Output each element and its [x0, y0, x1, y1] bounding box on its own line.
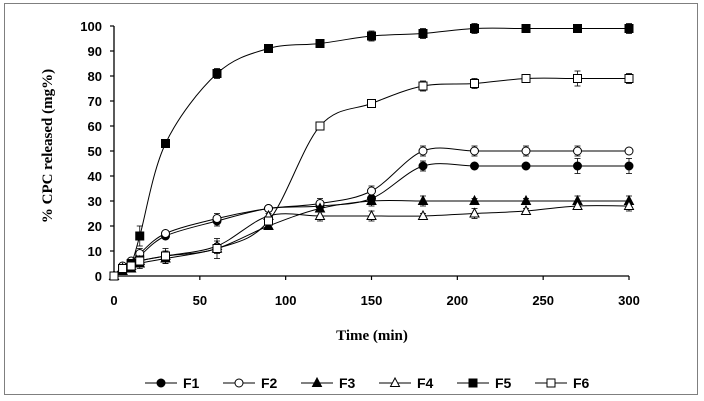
data-point-f3 [469, 194, 480, 205]
data-point-f2 [573, 146, 582, 156]
data-point-f2 [470, 146, 479, 156]
x-tick-label: 100 [275, 293, 297, 308]
data-point-f1 [521, 161, 531, 171]
y-tick-label: 100 [80, 19, 102, 34]
y-tick-label: 50 [88, 144, 102, 159]
legend-item-f2: F2 [223, 375, 278, 391]
data-point-f6 [573, 74, 582, 83]
data-point-f4 [623, 199, 635, 210]
series-f6 [109, 70, 634, 281]
y-axis-label: % CPC released (mg%) [40, 69, 56, 223]
data-point-f4 [366, 209, 377, 220]
legend-marker [389, 376, 401, 387]
legend-label: F3 [339, 375, 356, 391]
data-point-f6 [624, 74, 634, 83]
data-point-f5 [161, 139, 170, 148]
x-tick-label: 150 [361, 293, 383, 308]
data-point-f4 [314, 209, 326, 220]
data-point-f6 [470, 79, 479, 88]
data-point-f4 [469, 207, 480, 218]
data-point-f6 [367, 99, 376, 108]
series-f4 [108, 199, 635, 280]
y-tick-label: 30 [88, 194, 102, 209]
data-point-f5 [573, 24, 582, 33]
data-point-f6 [315, 121, 325, 131]
x-axis-label: Time (min) [336, 328, 408, 344]
legend: F1 F2 F3 F4 F5 F6 [145, 375, 590, 391]
data-point-f1 [573, 161, 582, 171]
data-point-f1 [418, 161, 428, 171]
data-point-f3 [520, 194, 532, 205]
data-point-f5 [264, 44, 273, 53]
legend-label: F4 [417, 375, 434, 391]
legend-marker [546, 378, 556, 388]
data-point-f4 [417, 209, 429, 220]
data-point-f3 [366, 194, 377, 205]
data-point-f2 [367, 186, 376, 196]
axes: 0 10 20 30 40 50 60 70 80 90 100 0 50 100 150 200 250 300 [80, 19, 640, 308]
data-point-f4 [572, 199, 583, 210]
series-f3 [108, 194, 635, 280]
x-tick-label: 250 [532, 293, 554, 308]
data-point-f2 [418, 146, 428, 156]
series-line-f5 [113, 27, 629, 277]
data-point-f5 [315, 39, 325, 48]
data-point-f2 [212, 214, 222, 223]
y-tick-label: 0 [95, 269, 102, 284]
y-tick-label: 80 [88, 69, 102, 84]
data-point-f2 [161, 229, 170, 238]
data-point-f2 [624, 146, 634, 156]
data-point-f5 [624, 24, 634, 33]
y-tick-label: 90 [88, 44, 102, 59]
y-tick-label: 10 [88, 244, 102, 259]
x-tick-label: 0 [110, 293, 117, 308]
y-tick-label: 70 [88, 94, 102, 109]
data-point-f1 [470, 161, 479, 171]
data-point-f6 [212, 244, 222, 253]
data-point-f5 [470, 24, 479, 33]
legend-label: F5 [495, 375, 512, 391]
x-tick-label: 50 [193, 293, 207, 308]
data-point-f6 [418, 81, 428, 91]
data-point-f4 [520, 204, 532, 215]
data-point-f6 [126, 261, 136, 271]
data-point-f6 [264, 216, 273, 226]
legend-label: F6 [573, 375, 590, 391]
data-point-f6 [109, 271, 119, 281]
data-point-f6 [521, 74, 531, 83]
legend-marker [234, 378, 244, 388]
data-point-f6 [161, 251, 170, 261]
x-tick-label: 200 [446, 293, 468, 308]
legend-label: F1 [183, 375, 200, 391]
y-tick-label: 60 [88, 119, 102, 134]
data-point-f6 [118, 264, 128, 273]
series-layer [108, 23, 635, 281]
legend-label: F2 [261, 375, 278, 391]
y-tick-label: 20 [88, 219, 102, 234]
legend-item-f6: F6 [535, 375, 590, 391]
x-tick-label: 300 [618, 293, 640, 308]
legend-marker [156, 378, 166, 388]
data-point-f5 [212, 69, 222, 78]
data-point-f5 [367, 31, 376, 41]
data-point-f5 [418, 29, 428, 38]
series-f5 [109, 23, 634, 281]
chart-frame [4, 3, 698, 395]
data-point-f3 [417, 194, 429, 205]
legend-item-f1: F1 [145, 375, 200, 391]
legend-item-f3: F3 [301, 375, 356, 391]
legend-item-f5: F5 [457, 375, 512, 391]
data-point-f1 [624, 161, 634, 171]
y-tick-label: 40 [88, 169, 102, 184]
data-point-f2 [521, 146, 531, 156]
legend-marker [311, 376, 323, 387]
data-point-f5 [521, 24, 531, 33]
data-point-f5 [135, 231, 145, 241]
data-point-f6 [135, 256, 145, 266]
legend-marker [468, 378, 478, 388]
legend-item-f4: F4 [379, 375, 434, 391]
